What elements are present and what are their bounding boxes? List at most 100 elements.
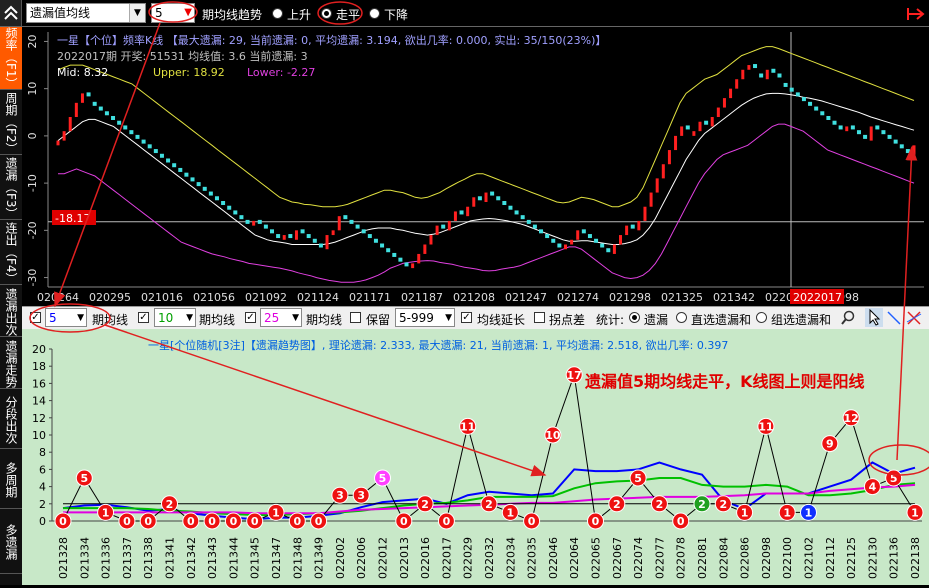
candle-up [765, 69, 769, 80]
radio-up[interactable] [272, 8, 283, 19]
nav-item-8[interactable]: 多遗漏 [0, 511, 22, 574]
omission-badge-label: 1 [783, 506, 791, 519]
candle-down [141, 139, 146, 144]
bot-xtick-label: 022034 [504, 537, 517, 579]
nav-item-2[interactable]: 遗漏（F3） [0, 157, 22, 220]
nav-item-5[interactable]: 遗漏走势 [0, 339, 22, 389]
omission-badge [757, 417, 775, 435]
candle-down [594, 238, 599, 243]
nav-item-6[interactable]: 分段出次 [0, 391, 22, 449]
extend-checkbox[interactable]: ✓ [461, 312, 472, 323]
radio-down[interactable] [369, 8, 380, 19]
stat-radio-group-label: 组选遗漏和 [771, 313, 832, 327]
pin-right-icon[interactable] [907, 7, 925, 21]
top-ytick-label: -20 [26, 221, 39, 239]
candle-up [912, 145, 916, 155]
ma3-select[interactable]: 25 ▼ [260, 308, 302, 327]
ma-control-bar: ✓ 5 ▼ 期均线 ✓ 10 ▼ 期均线 ✓ 25 ▼ 期均线 保留 5-999… [22, 306, 929, 329]
omission-badge-label: 2 [421, 498, 429, 511]
ma1-checkbox[interactable]: ✓ [30, 312, 41, 323]
omission-badge [629, 469, 647, 487]
nav-item-4[interactable]: 遗漏出次 [0, 287, 22, 337]
type-select[interactable]: 遗漏值均线 ▼ [26, 3, 146, 23]
ma2-checkbox[interactable]: ✓ [138, 312, 149, 323]
nav-item-7[interactable]: 多周期 [0, 451, 22, 509]
nav-item-1[interactable]: 周期（F2） [0, 92, 22, 155]
bot-xtick-label: 022046 [547, 537, 560, 579]
stat-radio-omission[interactable] [629, 312, 640, 323]
omission-badge [587, 512, 604, 530]
ma3-checkbox[interactable]: ✓ [245, 312, 256, 323]
top-xtick-label: 020295 [89, 291, 131, 304]
chevron-down-icon: ▼ [292, 313, 299, 323]
bot-xtick-label: 022067 [611, 537, 624, 579]
candle-up [710, 117, 714, 127]
bot-xtick-label: 021347 [270, 537, 283, 579]
candle-down [795, 92, 800, 97]
candle-down [221, 201, 226, 205]
candle-up [845, 126, 849, 132]
candle-down [557, 243, 562, 248]
lower-band-line [58, 123, 915, 283]
bot-xtick-label: 022065 [590, 537, 603, 579]
candle-up [649, 192, 653, 207]
bot-ytick-label: 12 [32, 412, 46, 425]
top-xtick-label: 021274 [557, 291, 599, 304]
omission-badge [821, 435, 839, 453]
bot-xtick-label: 022098 [760, 537, 773, 579]
nav-item-3[interactable]: 连出（F4） [0, 222, 22, 285]
candle-up [741, 69, 745, 80]
stat-radio-direct[interactable] [676, 312, 687, 323]
upper-label: Upper: 18.92 [153, 66, 225, 79]
keep-checkbox[interactable] [350, 312, 361, 323]
clear-lines-icon[interactable] [906, 310, 922, 326]
candle-down [704, 120, 709, 125]
keep-range-select[interactable]: 5-999 ▼ [395, 308, 455, 327]
omission-badge-label: 3 [357, 489, 365, 502]
omission-badge-label: 1 [102, 506, 110, 519]
candle-down [367, 234, 372, 239]
knee-checkbox[interactable] [534, 312, 545, 323]
omission-badge [288, 512, 306, 530]
omission-badge-label: 2 [613, 498, 621, 511]
pointer-icon[interactable] [865, 308, 883, 327]
candle-down [245, 219, 250, 224]
omission-badge-label: 0 [677, 515, 685, 528]
search-icon[interactable] [840, 310, 856, 326]
trend-label: 期均线趋势 [202, 8, 263, 22]
candle-down [875, 125, 880, 130]
candle-up [655, 178, 659, 193]
radio-flat[interactable] [321, 8, 332, 19]
candle-down [380, 243, 385, 248]
bot-ytick-label: 8 [39, 446, 46, 459]
ma1-select[interactable]: 5 ▼ [45, 308, 87, 327]
candle-up [661, 164, 665, 179]
bot-ytick-label: 4 [39, 481, 46, 494]
bot-xtick-label: 021343 [206, 537, 219, 579]
annotation-ellipse [868, 444, 929, 476]
candle-up [674, 135, 678, 151]
candle-down [887, 134, 892, 139]
bot-xtick-label: 022086 [739, 537, 752, 579]
period-select[interactable]: 5 ▼ [151, 3, 195, 23]
top-ytick-label: -10 [26, 174, 39, 192]
stat-radio-group[interactable] [756, 312, 767, 323]
candle-down [392, 252, 397, 257]
omission-badge [523, 512, 541, 530]
ma1-value: 5 [49, 311, 57, 325]
draw-line-icon[interactable] [886, 310, 902, 326]
bot-xtick-label: 022138 [909, 537, 922, 579]
candle-up [466, 206, 470, 217]
candle-down [104, 111, 109, 116]
ma2-select[interactable]: 10 ▼ [154, 308, 196, 327]
candle-down [490, 191, 495, 196]
omission-badge [246, 512, 264, 530]
top-xtick-label: 021056 [193, 291, 235, 304]
omission-badge [352, 486, 370, 504]
bot-xtick-label: 021328 [57, 537, 70, 579]
nav-item-0[interactable]: 频率（F1） [0, 27, 22, 90]
collapse-button[interactable] [0, 0, 22, 26]
omission-badge-label: 12 [843, 412, 858, 425]
candle-down [153, 149, 158, 154]
